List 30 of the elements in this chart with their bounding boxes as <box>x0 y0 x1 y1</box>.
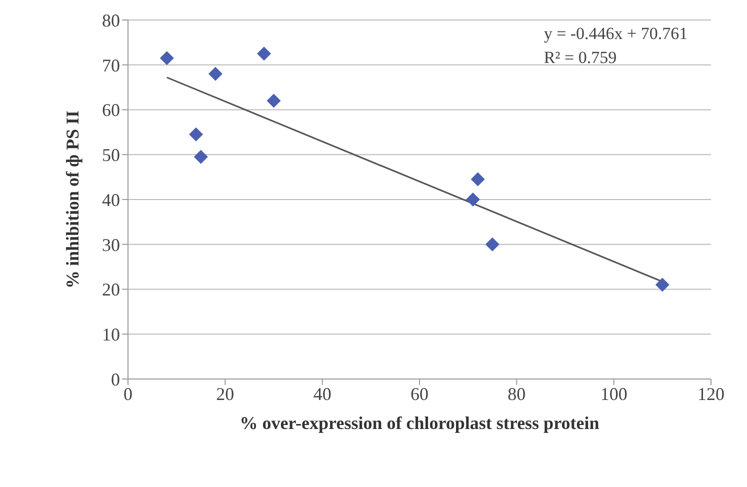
point <box>160 51 174 66</box>
y-tick-label: 70 <box>102 55 120 76</box>
x-tick-label: 80 <box>508 384 526 404</box>
annotation: R² = 0.759 <box>544 47 618 69</box>
x-tick-label: 60 <box>410 384 428 404</box>
y-tick-label: 30 <box>102 234 120 255</box>
y-tick-label: 20 <box>102 280 120 300</box>
point <box>208 66 222 81</box>
point <box>485 237 500 252</box>
x-tick-label: 0 <box>124 384 132 404</box>
y-tick-label: 50 <box>102 145 120 166</box>
annotation: y = -0.446x + 70.761 <box>544 23 688 45</box>
point <box>194 150 208 164</box>
y-axis-title: % inhibition of ф PS II <box>62 110 82 289</box>
x-tick-label: 100 <box>600 384 628 404</box>
point <box>470 172 485 186</box>
point <box>257 46 272 61</box>
point <box>189 127 204 142</box>
y-tick-label: 80 <box>102 10 120 30</box>
y-tick-label: 0 <box>111 369 120 390</box>
x-tick-label: 20 <box>216 384 234 404</box>
point <box>655 278 670 292</box>
y-tick-label: 40 <box>102 190 120 210</box>
x-tick-label: 40 <box>313 384 332 404</box>
point <box>266 94 281 108</box>
x-tick-label: 120 <box>698 384 724 404</box>
y-tick-label: 10 <box>102 324 120 345</box>
x-axis-title: % over-expression of chloroplast stress protein <box>240 413 600 433</box>
point <box>466 192 480 206</box>
y-tick-label: 60 <box>102 100 120 120</box>
